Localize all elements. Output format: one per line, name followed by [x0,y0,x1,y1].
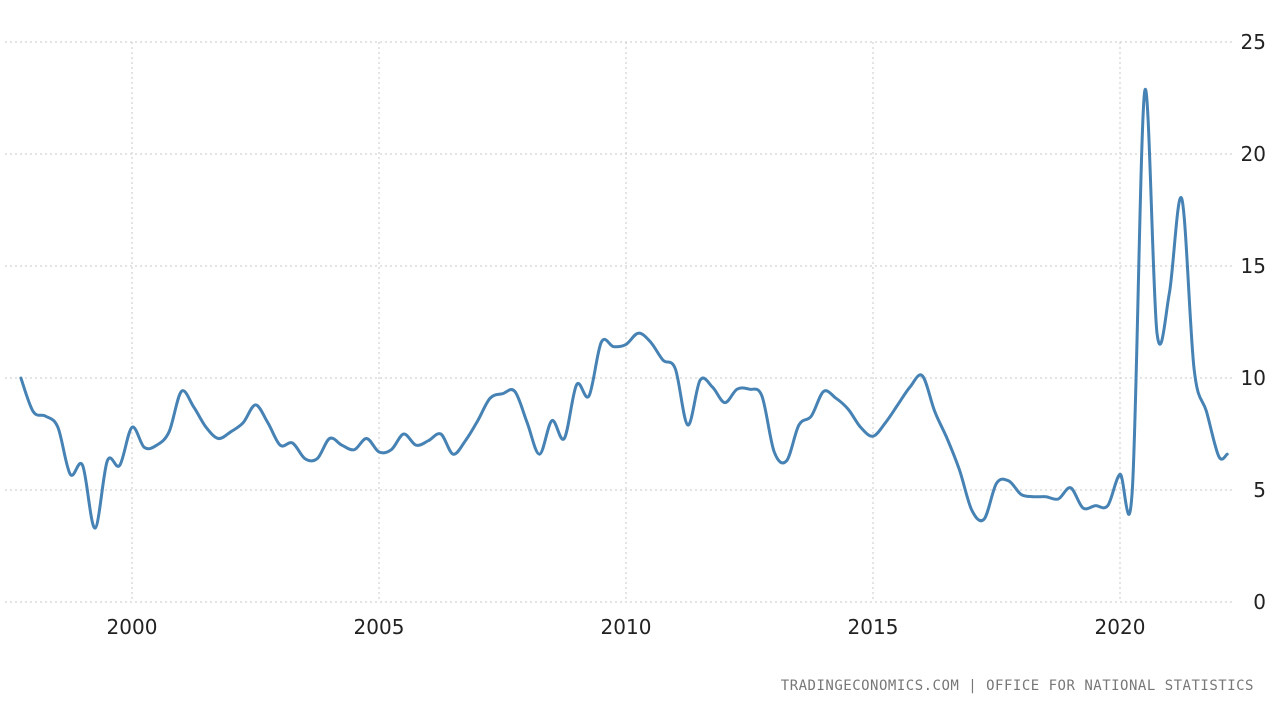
y-tick-label: 25 [1241,30,1266,54]
y-tick-label: 5 [1253,478,1266,502]
x-tick-label: 2000 [107,615,158,639]
y-tick-label: 0 [1253,590,1266,614]
x-tick-label: 2020 [1095,615,1146,639]
x-axis-ticks: 2000 2005 2010 2015 2020 [107,615,1146,639]
y-tick-label: 10 [1241,366,1266,390]
x-tick-label: 2015 [848,615,899,639]
y-tick-label: 20 [1241,142,1266,166]
y-tick-label: 15 [1241,254,1266,278]
x-tick-label: 2005 [354,615,405,639]
x-tick-label: 2010 [601,615,652,639]
source-attribution: TRADINGECONOMICS.COM | OFFICE FOR NATION… [780,678,1254,694]
series-line [19,87,1229,530]
y-axis-ticks: 0 5 10 15 20 25 [1241,30,1266,614]
grid [5,41,1232,603]
